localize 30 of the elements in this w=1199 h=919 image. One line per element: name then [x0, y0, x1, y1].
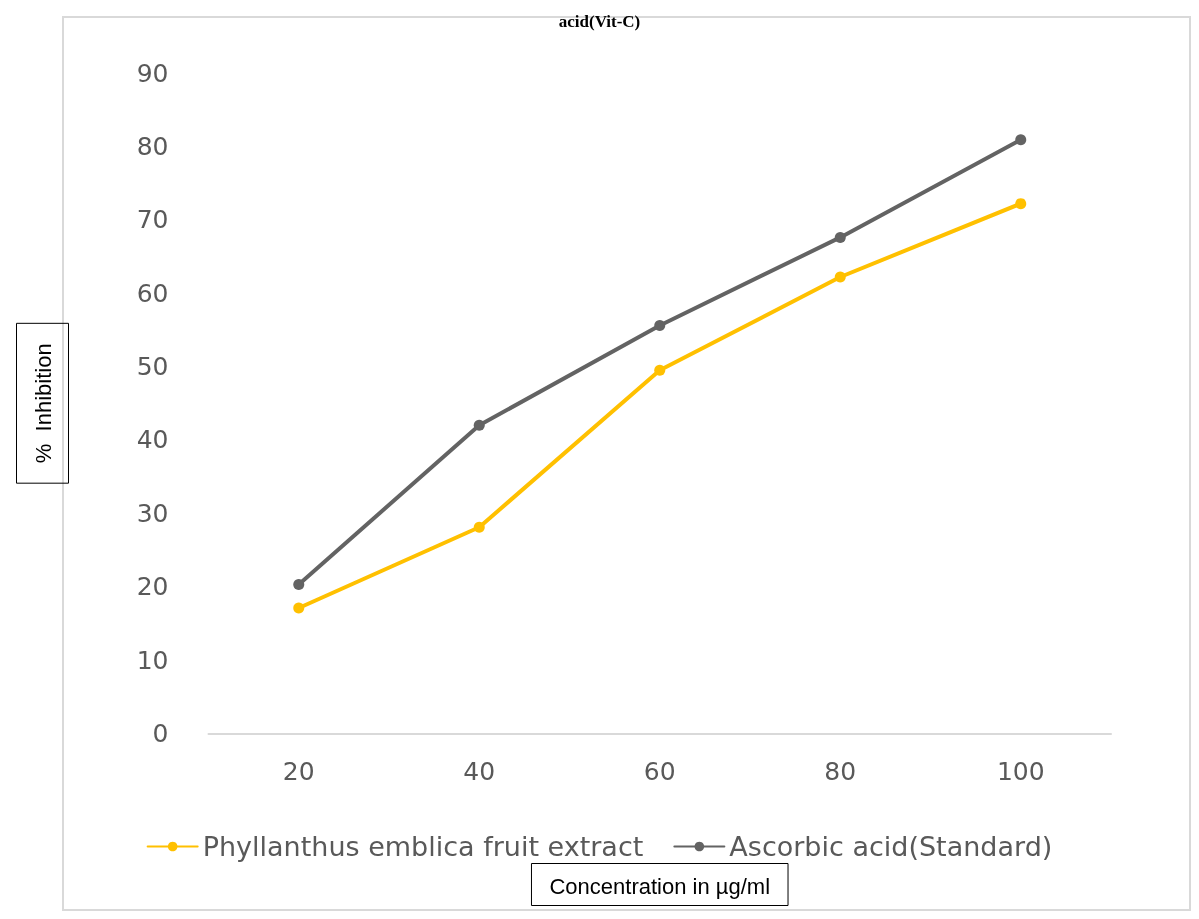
point	[654, 364, 666, 376]
chart-title: acid(Vit-C)	[558, 12, 641, 31]
point	[293, 579, 305, 591]
y-tick-label: 30	[136, 498, 169, 528]
point	[834, 231, 846, 243]
point	[473, 419, 485, 431]
x-tick-label: 80	[824, 756, 857, 786]
y-tick-label: 80	[136, 131, 169, 161]
y-tick-label: 20	[136, 572, 169, 602]
x-axis-title: Concentration in µg/ml	[549, 874, 771, 899]
y-tick-label: 50	[136, 352, 169, 382]
y-tick-label: 60	[136, 278, 169, 308]
point	[834, 271, 846, 283]
y-tick-label: 70	[136, 205, 169, 235]
y-axis-title: % Inhibition	[31, 343, 56, 464]
point	[473, 521, 485, 533]
y-tick-label: 40	[136, 425, 169, 455]
x-tick-label: 100	[996, 756, 1045, 786]
y-tick-label: 0	[152, 719, 169, 748]
x-tick-label: 40	[463, 756, 496, 786]
x-tick-label: 20	[282, 756, 315, 786]
y-tick-label: 10	[136, 645, 169, 675]
legend-label: Phyllanthus emblica fruit extract	[202, 831, 644, 862]
legend-label: Ascorbic acid(Standard)	[729, 831, 1053, 862]
point	[1015, 134, 1027, 146]
point	[293, 602, 305, 614]
x-tick-label: 60	[643, 756, 676, 786]
point	[1015, 198, 1027, 210]
y-tick-label: 90	[136, 58, 169, 88]
point	[654, 319, 666, 331]
